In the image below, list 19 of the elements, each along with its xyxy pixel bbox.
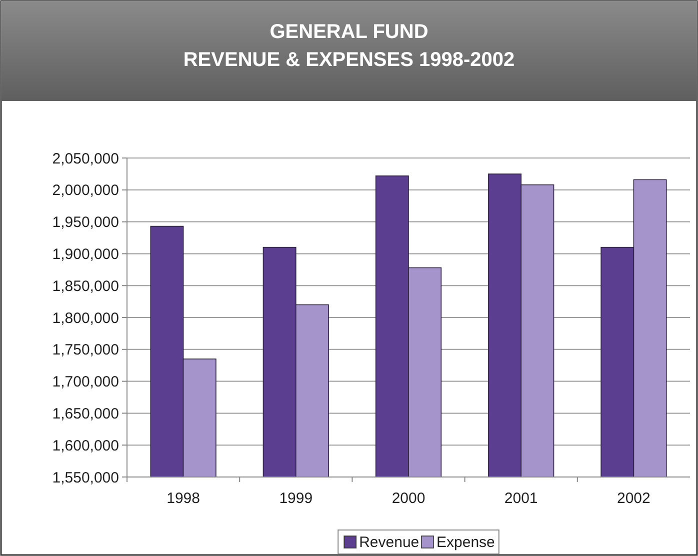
legend-label: Revenue — [359, 534, 420, 551]
y-tick-label: 1,650,000 — [52, 405, 119, 422]
y-tick-label: 1,850,000 — [52, 278, 119, 295]
y-tick-label: 2,050,000 — [52, 150, 119, 168]
x-tick-label: 1998 — [166, 490, 200, 507]
chart-title: GENERAL FUND REVENUE & EXPENSES 1998-2002 — [183, 21, 515, 71]
y-tick-label: 1,600,000 — [52, 437, 119, 454]
y-tick-label: 1,750,000 — [52, 342, 119, 359]
y-tick-label: 1,700,000 — [52, 374, 119, 391]
y-tick-label: 1,550,000 — [52, 469, 119, 486]
x-tick-label: 2001 — [504, 490, 538, 507]
y-tick-label: 1,800,000 — [52, 310, 119, 327]
y-tick-label: 2,000,000 — [52, 182, 119, 200]
y-tick-label: 1,900,000 — [52, 246, 119, 263]
x-tick-label: 2002 — [617, 490, 650, 507]
x-tick-label: 1999 — [279, 490, 313, 507]
x-tick-label: 2000 — [392, 490, 426, 507]
y-tick-label: 1,950,000 — [52, 214, 119, 232]
legend-label: Expense — [436, 534, 495, 551]
